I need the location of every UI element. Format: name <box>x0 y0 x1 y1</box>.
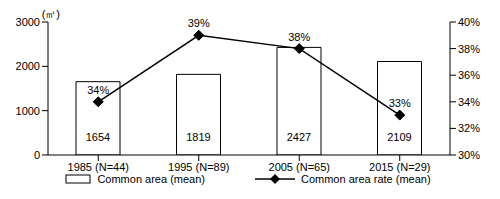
svg-text:36%: 36% <box>458 69 480 81</box>
svg-text:2109: 2109 <box>387 131 411 143</box>
svg-text:39%: 39% <box>188 17 210 29</box>
svg-text:3000: 3000 <box>16 16 40 28</box>
svg-text:1985 (N=44): 1985 (N=44) <box>68 161 129 173</box>
svg-text:38%: 38% <box>288 31 310 43</box>
svg-text:34%: 34% <box>87 84 109 96</box>
svg-text:1654: 1654 <box>86 131 110 143</box>
html-text:Common area (mean): Common area (mean) <box>97 173 205 185</box>
html-text:Common area rate (mean): Common area rate (mean) <box>301 173 431 185</box>
svg-text:34%: 34% <box>458 96 480 108</box>
svg-text:2015 (N=29): 2015 (N=29) <box>369 161 430 173</box>
svg-text:38%: 38% <box>458 43 480 55</box>
svg-text:40%: 40% <box>458 16 480 28</box>
svg-text:1819: 1819 <box>186 131 210 143</box>
svg-text:0: 0 <box>34 149 40 161</box>
svg-text:(㎡): (㎡) <box>42 8 60 20</box>
svg-text:33%: 33% <box>389 97 411 109</box>
svg-text:1995 (N=89): 1995 (N=89) <box>168 161 229 173</box>
svg-text:2427: 2427 <box>287 131 311 143</box>
svg-text:2000: 2000 <box>16 60 40 72</box>
svg-text:1000: 1000 <box>16 105 40 117</box>
svg-text:30%: 30% <box>458 149 480 161</box>
svg-text:32%: 32% <box>458 122 480 134</box>
svg-text:2005 (N=65): 2005 (N=65) <box>269 161 330 173</box>
